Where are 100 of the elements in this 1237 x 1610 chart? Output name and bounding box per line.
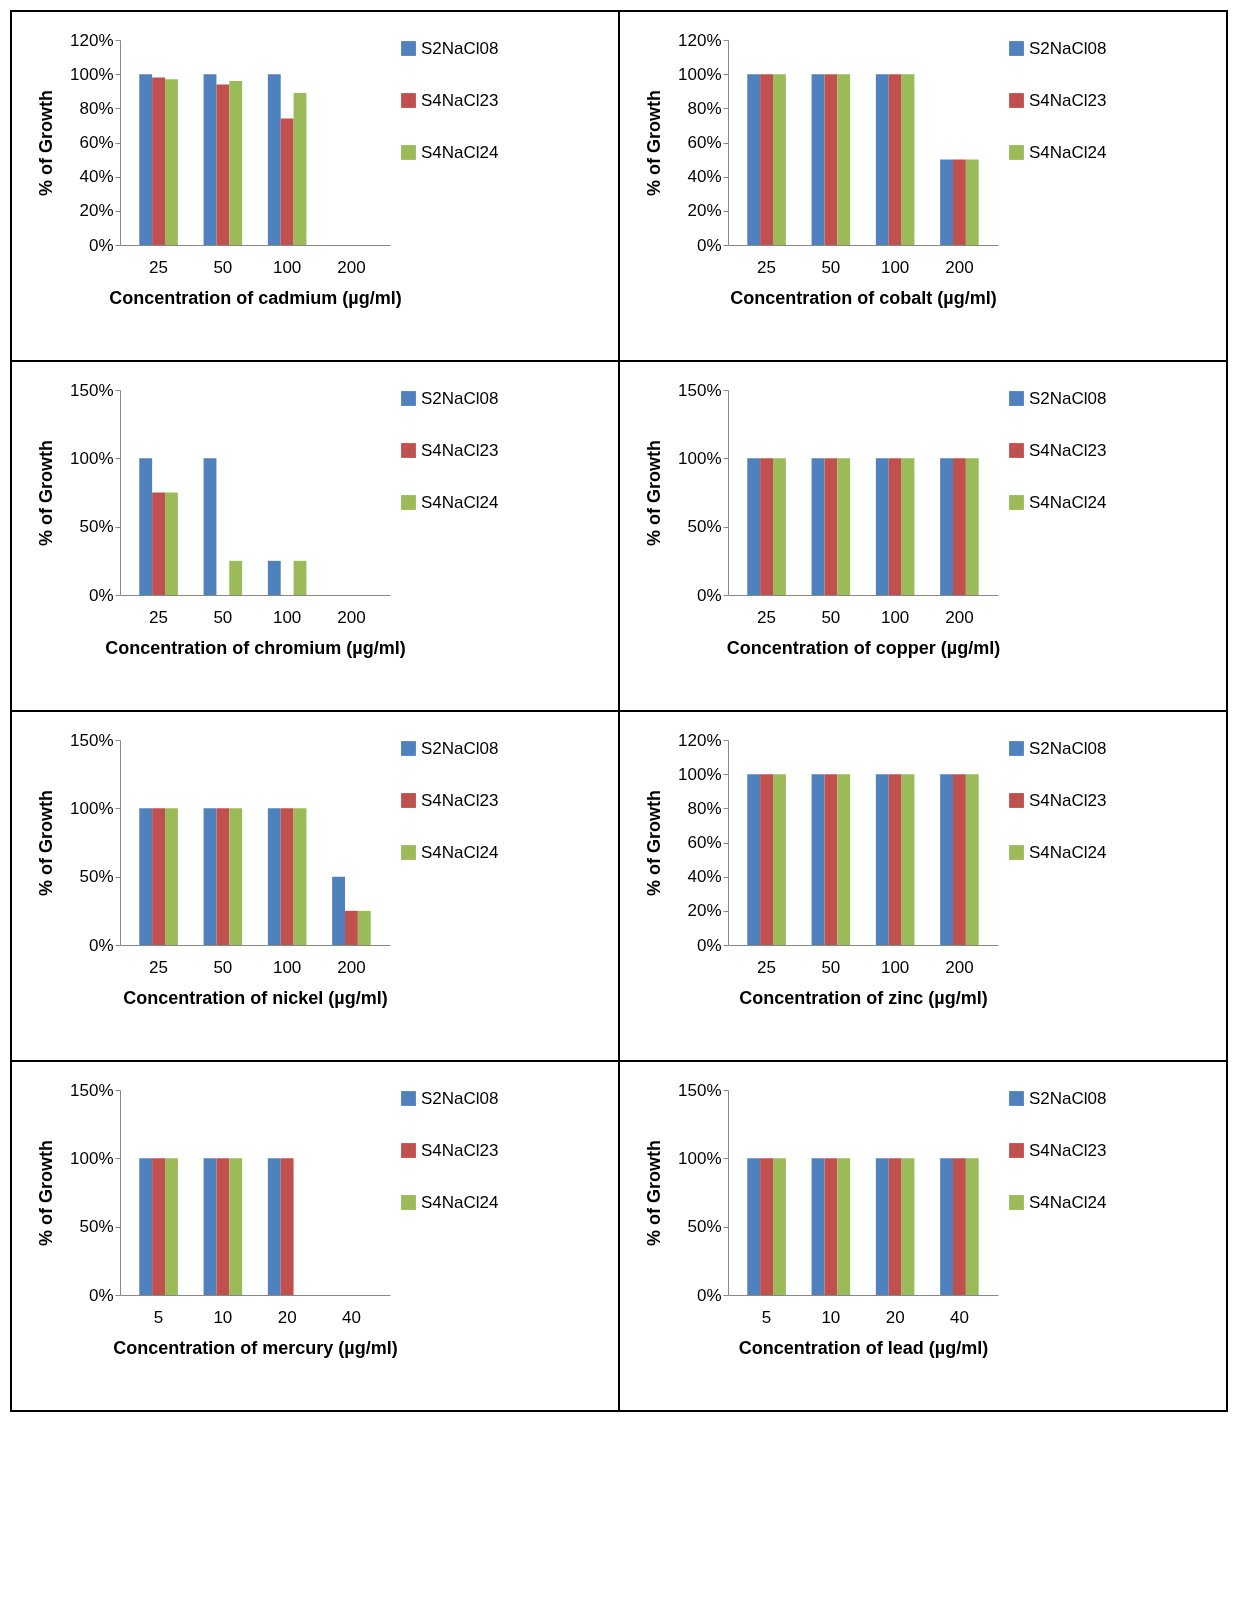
legend-label: S2NaCl08: [421, 738, 499, 758]
legend-label: S4NaCl23: [421, 90, 499, 110]
legend-label: S4NaCl24: [421, 842, 499, 862]
y-tick-label: 0%: [696, 935, 722, 955]
y-axis-title: % of Growth: [36, 790, 57, 896]
y-tick-label: 100%: [70, 64, 114, 84]
x-tick-label: 100: [272, 957, 302, 977]
x-tick-label: 5: [761, 1307, 772, 1327]
y-tick-label: 50%: [79, 867, 114, 887]
y-tick-label: 100%: [70, 448, 114, 468]
y-axis-title: % of Growth: [644, 1140, 665, 1246]
x-tick-label: 200: [945, 957, 974, 977]
x-axis-title: Concentration of cadmium (µg/ml): [109, 287, 402, 308]
legend-label: S4NaCl23: [421, 790, 499, 810]
y-tick-label: 80%: [79, 98, 114, 118]
y-tick-label: 100%: [678, 448, 722, 468]
legend-label: S4NaCl23: [1029, 1140, 1107, 1160]
y-tick-label: 100%: [678, 764, 722, 784]
y-tick-label: 20%: [687, 201, 722, 221]
legend-label: S4NaCl24: [1029, 1192, 1107, 1212]
y-tick-label: 50%: [79, 1217, 114, 1237]
y-tick-label: 0%: [696, 235, 722, 255]
x-tick-label: 100: [272, 607, 302, 627]
legend-label: S4NaCl23: [1029, 440, 1107, 460]
y-tick-label: 120%: [678, 730, 722, 750]
legend-label: S4NaCl24: [1029, 142, 1107, 162]
x-axis-title: Concentration of lead (µg/ml): [738, 1337, 989, 1358]
y-axis-title: % of Growth: [644, 90, 665, 196]
x-tick-label: 10: [821, 1307, 841, 1327]
legend-label: S2NaCl08: [1029, 38, 1107, 58]
x-tick-label: 100: [272, 257, 302, 277]
x-tick-label: 20: [277, 1307, 297, 1327]
x-tick-label: 100: [880, 607, 910, 627]
y-tick-label: 50%: [79, 517, 114, 537]
y-tick-label: 150%: [678, 1080, 722, 1100]
legend-label: S4NaCl23: [1029, 790, 1107, 810]
y-tick-label: 150%: [70, 730, 114, 750]
y-tick-label: 100%: [678, 64, 722, 84]
x-tick-label: 25: [149, 257, 169, 277]
y-tick-label: 120%: [678, 30, 722, 50]
y-tick-label: 150%: [70, 380, 114, 400]
legend-label: S2NaCl08: [1029, 388, 1107, 408]
y-tick-label: 100%: [70, 1148, 114, 1168]
y-tick-label: 20%: [687, 901, 722, 921]
x-tick-label: 200: [337, 257, 366, 277]
y-tick-label: 100%: [678, 1148, 722, 1168]
y-tick-label: 120%: [70, 30, 114, 50]
y-tick-label: 0%: [696, 1285, 722, 1305]
x-tick-label: 25: [757, 257, 777, 277]
x-tick-label: 200: [945, 257, 974, 277]
y-tick-label: 80%: [687, 798, 722, 818]
y-tick-label: 20%: [79, 201, 114, 221]
x-tick-label: 25: [149, 607, 169, 627]
x-tick-label: 200: [337, 607, 366, 627]
y-tick-label: 0%: [88, 585, 114, 605]
x-tick-label: 50: [213, 957, 233, 977]
legend-label: S4NaCl24: [1029, 842, 1107, 862]
x-tick-label: 50: [821, 957, 841, 977]
y-tick-label: 80%: [687, 98, 722, 118]
legend-label: S4NaCl23: [1029, 90, 1107, 110]
legend-label: S4NaCl23: [421, 1140, 499, 1160]
y-tick-label: 100%: [70, 798, 114, 818]
x-tick-label: 50: [213, 607, 233, 627]
x-axis-title: Concentration of zinc (µg/ml): [739, 987, 988, 1008]
legend-label: S2NaCl08: [1029, 1088, 1107, 1108]
y-tick-label: 150%: [678, 380, 722, 400]
x-tick-label: 200: [337, 957, 366, 977]
x-axis-title: Concentration of cobalt (µg/ml): [730, 287, 997, 308]
y-tick-label: 150%: [70, 1080, 114, 1100]
x-axis-title: Concentration of copper (µg/ml): [726, 637, 1001, 658]
y-tick-label: 50%: [687, 517, 722, 537]
x-axis-title: Concentration of nickel (µg/ml): [123, 987, 388, 1008]
y-axis-title: % of Growth: [644, 790, 665, 896]
y-tick-label: 0%: [88, 235, 114, 255]
x-tick-label: 100: [880, 957, 910, 977]
x-tick-label: 20: [885, 1307, 905, 1327]
y-tick-label: 40%: [79, 167, 114, 187]
legend-label: S4NaCl24: [421, 1192, 499, 1212]
legend-label: S2NaCl08: [421, 38, 499, 58]
x-tick-label: 40: [949, 1307, 969, 1327]
legend-label: S4NaCl23: [421, 440, 499, 460]
y-tick-label: 40%: [687, 167, 722, 187]
y-axis-title: % of Growth: [36, 440, 57, 546]
x-tick-label: 25: [757, 607, 777, 627]
y-axis-title: % of Growth: [36, 1140, 57, 1246]
y-tick-label: 60%: [79, 133, 114, 152]
y-tick-label: 60%: [687, 133, 722, 152]
legend-label: S2NaCl08: [421, 388, 499, 408]
legend-label: S2NaCl08: [421, 1088, 499, 1108]
y-tick-label: 60%: [687, 833, 722, 852]
x-tick-label: 50: [213, 257, 233, 277]
x-tick-label: 50: [821, 607, 841, 627]
legend-label: S2NaCl08: [1029, 738, 1107, 758]
x-tick-label: 5: [153, 1307, 164, 1327]
x-tick-label: 200: [945, 607, 974, 627]
y-tick-label: 50%: [687, 1217, 722, 1237]
x-axis-title: Concentration of mercury (µg/ml): [113, 1337, 398, 1358]
y-tick-label: 0%: [88, 935, 114, 955]
x-tick-label: 25: [149, 957, 169, 977]
y-axis-title: % of Growth: [644, 440, 665, 546]
